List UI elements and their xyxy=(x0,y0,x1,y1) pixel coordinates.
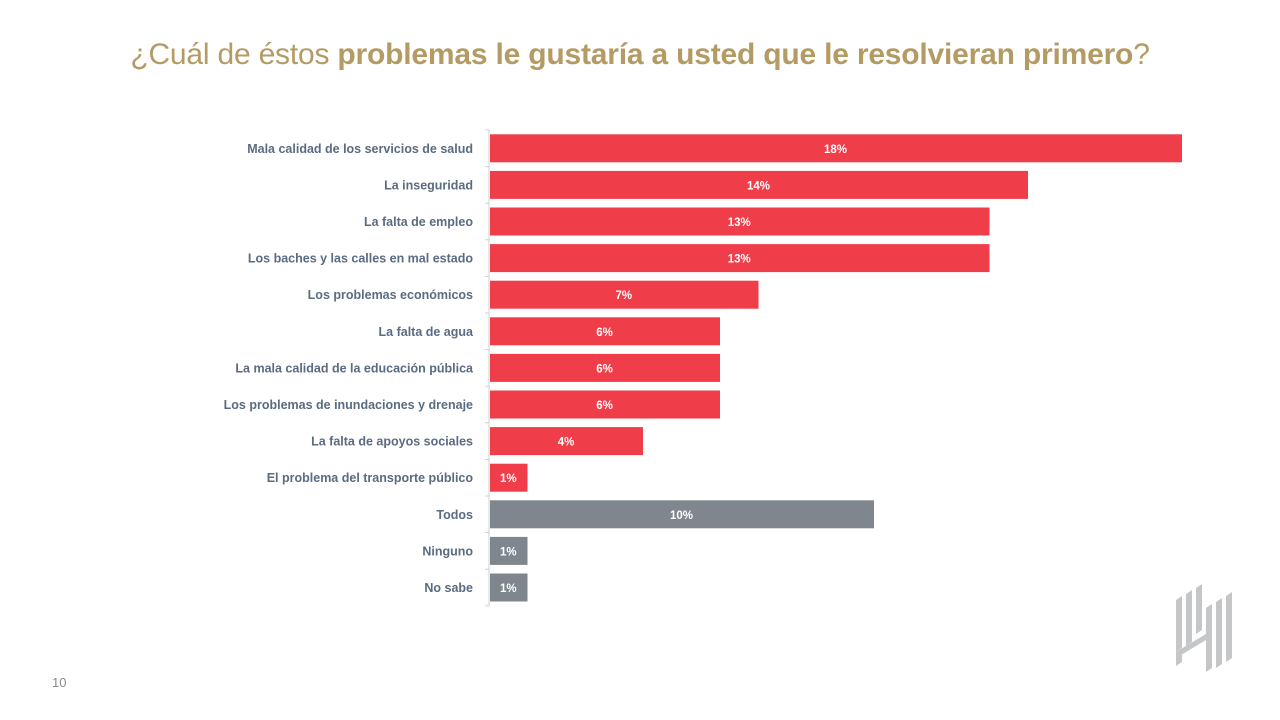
bar xyxy=(490,390,720,419)
value-label: 7% xyxy=(615,290,632,302)
bar xyxy=(490,134,1182,163)
value-label: 1% xyxy=(500,546,517,558)
category-label: La mala calidad de la educación pública xyxy=(235,361,474,375)
value-label: 13% xyxy=(728,254,751,266)
category-label: La inseguridad xyxy=(384,178,473,192)
category-label: No sabe xyxy=(424,581,473,595)
category-label: Los baches y las calles en mal estado xyxy=(248,252,473,266)
bar xyxy=(490,280,759,309)
title-part-1: ¿Cuál de éstos xyxy=(130,38,338,71)
bar xyxy=(490,463,528,492)
value-label: 6% xyxy=(596,327,613,339)
brand-logo-icon xyxy=(1176,584,1232,672)
value-label: 18% xyxy=(824,144,847,156)
bar xyxy=(490,536,528,565)
value-label: 6% xyxy=(596,400,613,412)
category-label: Ninguno xyxy=(422,544,473,558)
value-label: 6% xyxy=(596,363,613,375)
category-label: El problema del transporte público xyxy=(267,471,474,485)
page-number: 10 xyxy=(52,675,67,690)
value-label: 10% xyxy=(670,510,693,522)
bar xyxy=(490,170,1028,199)
bar xyxy=(490,353,720,382)
value-label: 4% xyxy=(558,437,575,449)
bar xyxy=(490,244,990,273)
value-label: 13% xyxy=(728,217,751,229)
value-label: 14% xyxy=(747,180,770,192)
category-label: Mala calidad de los servicios de salud xyxy=(247,142,473,156)
category-label: La falta de apoyos sociales xyxy=(311,435,473,449)
value-label: 1% xyxy=(500,583,517,595)
category-label: Todos xyxy=(436,508,473,522)
slide-title: ¿Cuál de éstos problemas le gustaría a u… xyxy=(0,38,1280,72)
bar xyxy=(490,427,643,456)
category-label: La falta de agua xyxy=(379,325,475,339)
value-label: 1% xyxy=(500,473,517,485)
title-part-3: ? xyxy=(1133,38,1150,71)
category-label: Los problemas de inundaciones y drenaje xyxy=(224,398,473,412)
bar xyxy=(490,500,874,529)
title-part-2: problemas le gustaría a usted que le res… xyxy=(337,38,1134,71)
bar xyxy=(490,317,720,346)
bar xyxy=(490,207,990,236)
category-label: La falta de empleo xyxy=(364,215,473,229)
category-label: Los problemas económicos xyxy=(308,288,473,302)
bar xyxy=(490,573,528,602)
